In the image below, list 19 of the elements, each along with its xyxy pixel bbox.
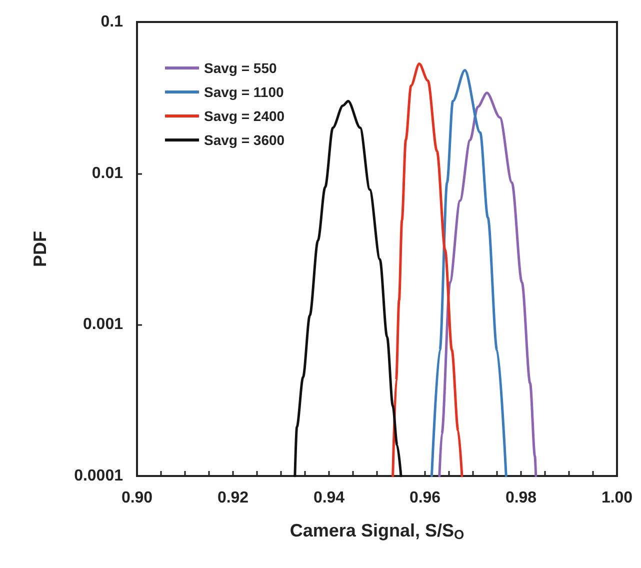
y-tick-label: 0.0001 — [74, 468, 124, 484]
x-tick-label: 0.96 — [409, 490, 441, 506]
legend-label: Savg = 3600 — [204, 132, 285, 148]
legend-label: Savg = 1100 — [204, 84, 284, 100]
x-tick-label: 0.98 — [505, 490, 537, 506]
line-series — [430, 68, 508, 478]
x-tick-label: 0.92 — [217, 490, 249, 506]
legend-label: Savg = 550 — [204, 60, 277, 76]
y-tick-label: 0.01 — [92, 164, 124, 182]
legend-label: Savg = 2400 — [204, 108, 285, 124]
y-axis-title: PDF — [30, 230, 50, 267]
y-tick-label: 0.001 — [82, 316, 124, 334]
line-series — [438, 92, 538, 478]
x-tick-label: 0.90 — [121, 490, 153, 506]
line-series — [392, 62, 464, 478]
x-tick-label: 0.94 — [313, 490, 345, 506]
y-tick-label: 0.1 — [100, 14, 124, 30]
x-tick-label: 1.00 — [601, 490, 633, 506]
line-series — [294, 100, 402, 478]
